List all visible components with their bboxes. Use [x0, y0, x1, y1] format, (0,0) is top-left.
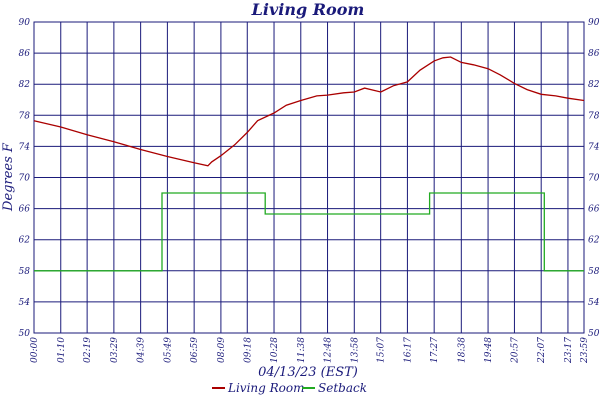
y-tick-label: 70 [19, 174, 31, 184]
x-tick-label: 01:10 [57, 337, 67, 363]
y-tick-label: 58 [19, 267, 31, 277]
x-tick-label: 10:28 [270, 337, 280, 363]
y-tick-label-right: 62 [588, 236, 600, 246]
y-axis-left: 50 54 58 62 66 70 74 78 82 86 90 [19, 18, 31, 339]
x-tick-label: 22:07 [537, 337, 547, 364]
x-tick-label: 02:19 [83, 337, 93, 363]
x-tick-label: 18:38 [457, 337, 467, 363]
y-tick-label: 50 [19, 329, 31, 339]
y-tick-label: 86 [19, 49, 31, 59]
y-tick-label: 54 [19, 298, 31, 308]
y-tick-label-right: 82 [588, 80, 600, 90]
x-axis: 00:00 01:10 02:19 03:29 04:39 05:49 06:59 08:09… [30, 337, 590, 364]
x-tick-label: 23:17 [564, 337, 574, 364]
x-tick-label: 00:00 [30, 337, 40, 363]
y-tick-label: 90 [19, 18, 31, 28]
y-tick-label: 74 [19, 142, 31, 152]
series-layer [33, 56, 585, 272]
grid [33, 21, 585, 334]
x-tick-label: 17:27 [430, 337, 440, 363]
y-tick-label-right: 54 [588, 298, 600, 308]
y-axis-label: Degrees F [1, 142, 16, 212]
x-tick-label: 16:17 [403, 337, 413, 363]
y-tick-label: 82 [19, 80, 31, 90]
legend-label: Setback [318, 381, 367, 395]
chart-title: Living Room [251, 0, 365, 19]
x-tick-label: 13:58 [350, 337, 360, 363]
x-tick-label: 23:59 [580, 337, 590, 364]
y-tick-label-right: 86 [588, 49, 600, 59]
x-tick-label: 06:59 [190, 337, 200, 363]
x-tick-label: 09:18 [243, 337, 253, 363]
y-tick-label-right: 90 [588, 18, 600, 28]
x-tick-label: 03:29 [110, 337, 120, 363]
x-tick-label: 05:49 [163, 337, 173, 363]
y-tick-label-right: 70 [588, 174, 600, 184]
series-line-living-room [33, 56, 585, 167]
y-tick-label: 78 [19, 111, 31, 121]
y-tick-label-right: 50 [588, 329, 600, 339]
y-tick-label: 66 [19, 205, 31, 215]
legend: Living Room Setback [212, 381, 367, 395]
y-tick-label-right: 58 [588, 267, 600, 277]
x-tick-label: 12:48 [324, 337, 334, 363]
x-tick-label: 20:57 [510, 337, 520, 364]
x-tick-label: 08:09 [217, 337, 227, 363]
x-tick-label: 19:48 [484, 337, 494, 363]
y-tick-label-right: 78 [588, 111, 600, 121]
series-line-setback [34, 192, 584, 272]
y-tick-label-right: 74 [588, 142, 600, 152]
x-axis-label: 04/13/23 (EST) [258, 365, 358, 380]
x-tick-label: 04:39 [137, 337, 147, 363]
y-axis-right: 50 54 58 62 66 70 74 78 82 86 90 [588, 18, 600, 339]
x-tick-label: 15:07 [377, 337, 387, 363]
x-tick-label: 11:38 [297, 337, 307, 363]
y-tick-label: 62 [19, 236, 31, 246]
y-tick-label-right: 66 [588, 205, 600, 215]
legend-label: Living Room [227, 381, 305, 395]
